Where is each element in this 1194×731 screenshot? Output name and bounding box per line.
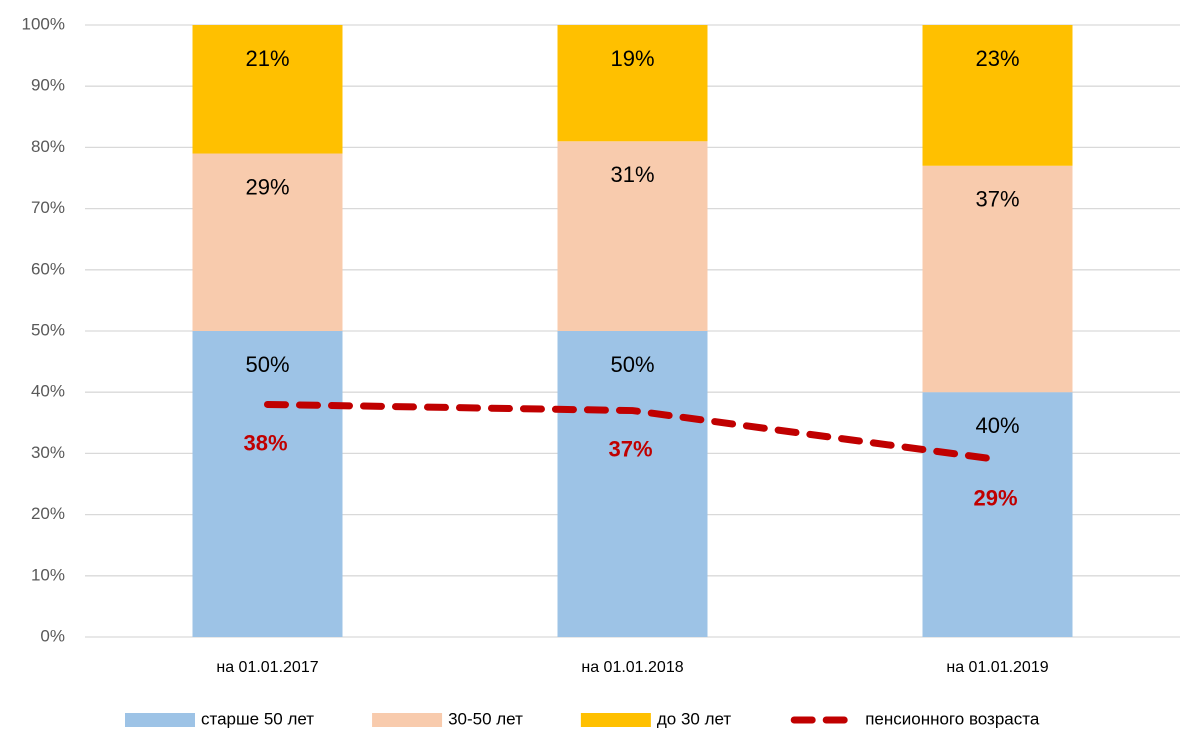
bar <box>192 331 343 637</box>
data-label: 50% <box>610 352 654 377</box>
y-tick-label: 100% <box>22 14 65 33</box>
y-tick-label: 30% <box>31 443 65 462</box>
bar <box>557 25 708 142</box>
bar <box>192 25 343 154</box>
bar <box>922 392 1073 637</box>
data-label: 23% <box>975 46 1019 71</box>
legend-label: до 30 лет <box>657 709 732 728</box>
line <box>264 400 1001 464</box>
y-tick-label: 80% <box>31 137 65 156</box>
x-tick-label: на 01.01.2019 <box>946 659 1048 676</box>
data-label: 50% <box>245 352 289 377</box>
data-label: 21% <box>245 46 289 71</box>
legend-label: старше 50 лет <box>201 709 314 728</box>
data-label: 19% <box>610 46 654 71</box>
data-label: 29% <box>245 174 289 199</box>
x-tick-label: на 01.01.2017 <box>216 659 318 676</box>
y-tick-label: 10% <box>31 565 65 584</box>
bar <box>922 165 1073 393</box>
bar <box>922 25 1073 166</box>
legend-label: пенсионного возраста <box>865 709 1040 728</box>
legend-swatch <box>372 713 443 727</box>
bar <box>192 153 343 331</box>
data-label: 40% <box>975 413 1019 438</box>
data-label: 31% <box>610 162 654 187</box>
y-tick-label: 90% <box>31 76 65 95</box>
y-tick-label: 40% <box>31 382 65 401</box>
bar <box>557 331 708 637</box>
y-tick-label: 70% <box>31 198 65 217</box>
y-tick-label: 60% <box>31 259 65 278</box>
data-label: 29% <box>973 485 1017 510</box>
x-tick-label: на 01.01.2018 <box>581 659 683 676</box>
data-label: 38% <box>243 430 287 455</box>
y-tick-label: 20% <box>31 504 65 523</box>
data-label: 37% <box>975 187 1019 212</box>
legend-swatch <box>125 713 195 727</box>
bar <box>557 141 708 331</box>
y-tick-label: 50% <box>31 320 65 339</box>
legend-swatch <box>580 713 651 727</box>
legend-label: 30-50 лет <box>448 709 523 728</box>
data-label: 37% <box>608 436 652 461</box>
y-tick-label: 0% <box>40 626 65 645</box>
